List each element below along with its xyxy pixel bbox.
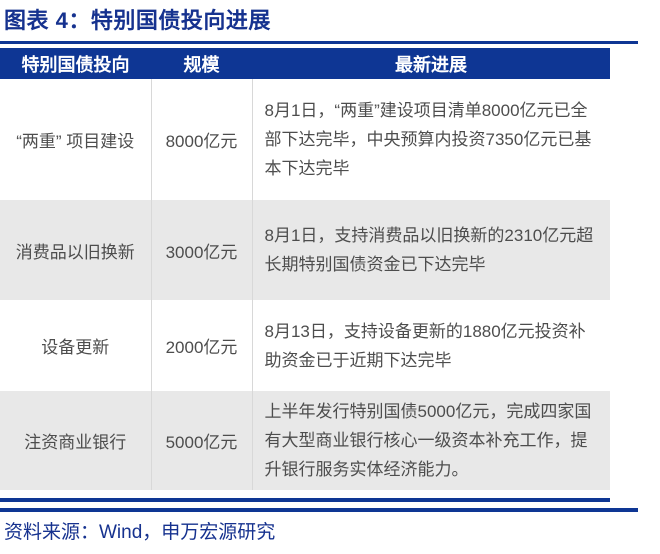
- cell-category: 消费品以旧换新: [0, 200, 152, 300]
- special-bond-table: 特别国债投向 规模 最新进展 “两重” 项目建设 8000亿元 8月1日，“两重…: [0, 48, 610, 490]
- cell-progress: 上半年发行特别国债5000亿元，完成四家国有大型商业银行核心一级资本补充工作，提…: [264, 402, 592, 479]
- cell-progress: 8月13日，支持设备更新的1880亿元投资补助资金已于近期下达完毕: [264, 321, 586, 370]
- column-header-progress: 最新进展: [252, 48, 610, 79]
- cell-progress: 8月1日，“两重”建设项目清单8000亿元已全部下达完毕，中央预算内投资7350…: [264, 101, 592, 178]
- cell-progress: 8月1日，支持消费品以旧换新的2310亿元超长期特别国债资金已下达完毕: [264, 226, 594, 274]
- figure-title: 图表 4：特别国债投向进展: [4, 8, 271, 33]
- cell-scale: 2000亿元: [151, 300, 253, 391]
- table-header: 特别国债投向 规模 最新进展: [0, 48, 610, 79]
- table-row: 设备更新 2000亿元 8月13日，支持设备更新的1880亿元投资补助资金已于近…: [0, 300, 610, 391]
- cell-scale: 8000亿元: [151, 79, 253, 200]
- cell-scale: 3000亿元: [151, 200, 253, 300]
- column-header-direction: 特别国债投向: [0, 48, 151, 79]
- source-attribution: 资料来源：Wind，申万宏源研究: [4, 522, 276, 543]
- table-row: 注资商业银行 5000亿元 上半年发行特别国债5000亿元，完成四家国有大型商业…: [0, 391, 610, 490]
- cell-scale: 5000亿元: [151, 391, 253, 490]
- table-row: “两重” 项目建设 8000亿元 8月1日，“两重”建设项目清单8000亿元已全…: [0, 79, 610, 200]
- title-underline-rule: [0, 41, 638, 44]
- cell-category: 设备更新: [0, 300, 152, 391]
- figure-bottom-rule: [0, 508, 638, 512]
- cell-category: 注资商业银行: [0, 391, 152, 490]
- table-bottom-rule: [0, 498, 610, 502]
- table-row: 消费品以旧换新 3000亿元 8月1日，支持消费品以旧换新的2310亿元超长期特…: [0, 200, 610, 300]
- column-header-scale: 规模: [151, 48, 252, 79]
- cell-category: “两重” 项目建设: [0, 79, 152, 200]
